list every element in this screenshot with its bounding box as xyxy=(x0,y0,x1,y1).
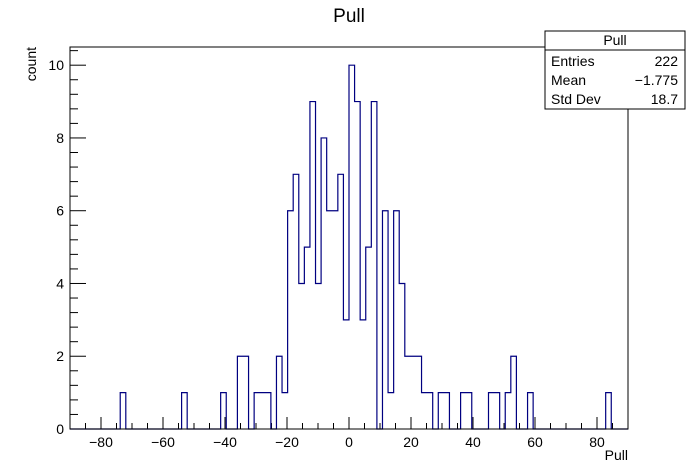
x-tick-label: 20 xyxy=(403,434,419,450)
y-tick-label: 10 xyxy=(48,57,64,73)
x-tick-label: 80 xyxy=(589,434,605,450)
x-tick-label: 60 xyxy=(527,434,543,450)
plot-frame xyxy=(69,46,629,430)
x-tick-label: 0 xyxy=(345,434,353,450)
y-tick-label: 6 xyxy=(56,203,64,219)
x-tick-label: 40 xyxy=(465,434,481,450)
y-tick-label: 4 xyxy=(56,275,64,291)
stats-box: Pull Entries 222 Mean −1.775 Std Dev 18.… xyxy=(544,30,686,110)
stats-mean-label: Mean xyxy=(551,72,586,88)
x-tick-label: −20 xyxy=(275,434,299,450)
y-axis-label: count xyxy=(23,47,39,81)
stats-stddev-value: 18.7 xyxy=(651,91,678,107)
y-axis-ticks xyxy=(70,50,86,430)
x-axis-label: Pull xyxy=(605,447,628,463)
stats-box-frame xyxy=(544,30,686,110)
stats-mean-value: −1.775 xyxy=(635,72,678,88)
x-tick-label: −80 xyxy=(89,434,113,450)
stats-stddev-label: Std Dev xyxy=(551,91,601,107)
x-tick-label: −60 xyxy=(151,434,175,450)
chart-title: Pull xyxy=(333,6,365,27)
stats-entries-label: Entries xyxy=(551,53,595,69)
stats-box-title: Pull xyxy=(603,32,626,48)
y-tick-label: 0 xyxy=(56,421,64,437)
y-tick-labels: 0 2 4 6 8 10 xyxy=(48,57,64,437)
y-tick-label: 2 xyxy=(56,348,64,364)
y-tick-label: 8 xyxy=(56,130,64,146)
stats-entries-value: 222 xyxy=(655,53,679,69)
x-tick-label: −40 xyxy=(213,434,237,450)
x-tick-labels: −80 −60 −40 −20 0 20 40 60 80 xyxy=(89,434,605,450)
histogram-series xyxy=(70,64,628,430)
